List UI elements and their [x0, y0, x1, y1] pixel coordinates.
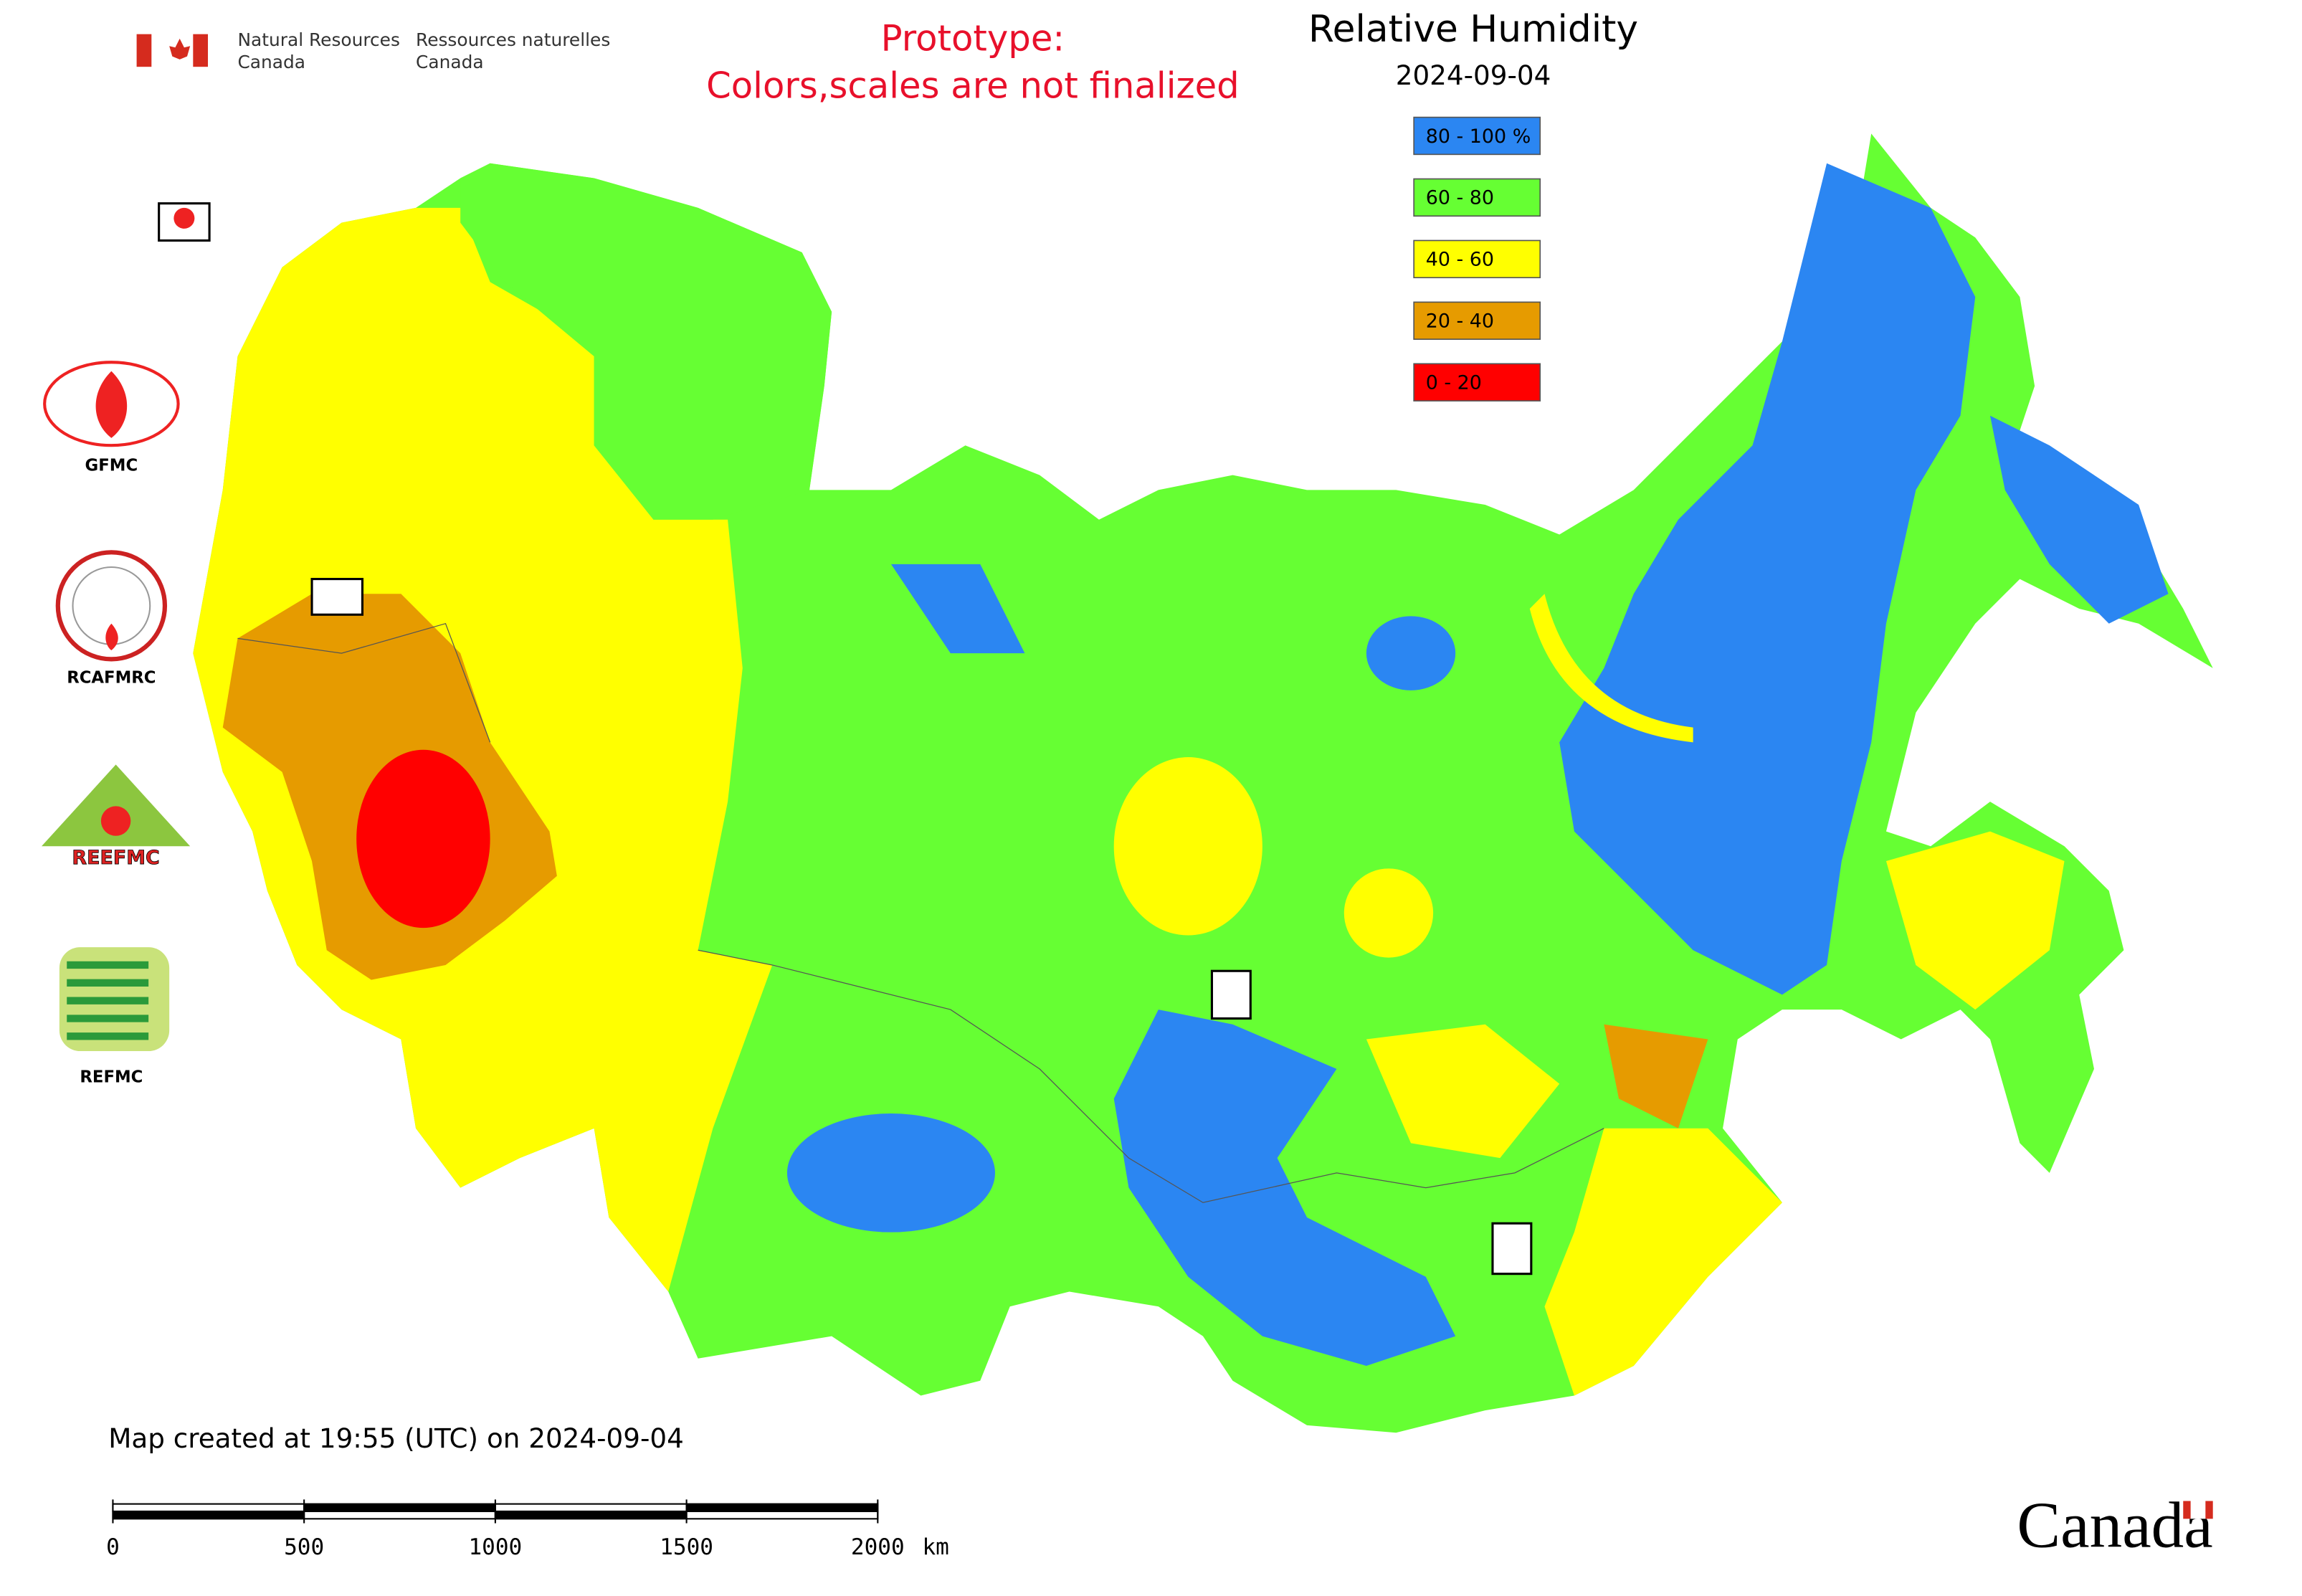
- scale-segment: [112, 1510, 305, 1520]
- scale-tick-label: 0: [106, 1534, 120, 1560]
- scale-unit: km: [922, 1534, 948, 1560]
- scale-segment: [303, 1503, 496, 1513]
- logo-label: REFMC: [80, 1068, 143, 1087]
- logo-icon: [173, 207, 195, 229]
- logo-label: GFMC: [85, 456, 138, 475]
- prototype-notice: Prototype:: [881, 17, 1065, 59]
- legend-date: 2024-09-04: [1396, 60, 1551, 91]
- rcafmrc-logo: [55, 550, 168, 662]
- legend-swatch: [1413, 363, 1541, 402]
- agency-name: Natural Resources: [237, 29, 399, 50]
- wordmark-flag: [2205, 1501, 2213, 1519]
- border-line: [698, 949, 1604, 1203]
- scale-bar: 0 500 1000 1500 2000 km: [106, 1499, 949, 1560]
- logo-marker: [310, 578, 364, 616]
- logos: GFMC RCAFMRC REEFMC REFMC: [42, 202, 1533, 1276]
- logo-wordmark: REEFMC: [72, 847, 159, 869]
- scale-segment: [685, 1503, 879, 1513]
- canada-wordmark: Canada: [2017, 1489, 2212, 1562]
- gfmc-flame: [95, 371, 128, 438]
- prototype-notice: Colors,scales are not finalized: [706, 65, 1240, 107]
- wordmark-flag: [2183, 1501, 2191, 1519]
- logo-marker: [1491, 1222, 1533, 1276]
- zone-green: [460, 163, 832, 520]
- scale-tick-label: 500: [284, 1534, 324, 1560]
- scale-tick-label: 1000: [468, 1534, 522, 1560]
- reefmc-logo: [42, 764, 191, 847]
- logo-marker: [1210, 969, 1252, 1020]
- zone-blue: [1559, 163, 1976, 995]
- rcafmrc-flame: [105, 623, 118, 650]
- legend-swatch: [1413, 239, 1541, 279]
- flag-bar: [193, 34, 209, 67]
- nrcan-signature: Natural Resources Canada Ressources natu…: [136, 29, 610, 72]
- zone-blue: [1366, 616, 1456, 690]
- borders: [237, 622, 1604, 1203]
- zone-blue: [1989, 415, 2169, 624]
- scale-tick-label: 2000: [851, 1534, 905, 1560]
- zone-yellow: [1544, 1128, 1782, 1396]
- gfmc-logo: [43, 361, 180, 447]
- agency-name: Canada: [237, 52, 305, 72]
- scale-segment: [494, 1510, 688, 1520]
- zone-yellow: [1366, 1024, 1560, 1159]
- zone-blue: [786, 1113, 995, 1232]
- legend-label: 80 - 100 %: [1426, 125, 1531, 148]
- maple-leaf: [169, 38, 191, 60]
- legend-swatch: [1413, 116, 1541, 156]
- zone-yellow: [1885, 831, 2065, 1010]
- flag-bar: [136, 34, 152, 67]
- scale-segment: [303, 1510, 496, 1520]
- legend-swatch: [1413, 301, 1541, 340]
- agency-name: Canada: [416, 52, 484, 72]
- legend-swatch: [1413, 178, 1541, 217]
- zone-yellow: [1113, 757, 1262, 936]
- zone-blue: [1113, 1010, 1456, 1367]
- zone-yellow-arc: [1529, 594, 1693, 743]
- legend-title: Relative Humidity: [1308, 8, 1638, 51]
- humidity-zones: [193, 133, 2213, 1433]
- zone-red: [356, 749, 490, 928]
- zone-blue: [890, 564, 1025, 654]
- scale-segment: [494, 1503, 688, 1513]
- refmc-stripes: [67, 961, 149, 1040]
- legend-label: 40 - 60: [1426, 249, 1494, 271]
- scale-tick-label: 1500: [660, 1534, 713, 1560]
- zone-yellow: [1343, 868, 1434, 958]
- reefmc-flame: [100, 806, 131, 836]
- scale-segment: [112, 1503, 305, 1513]
- created-note: Map created at 19:55 (UTC) on 2024-09-04: [108, 1422, 684, 1454]
- legend: 80 - 100 % 60 - 80 40 - 60 20 - 40 0 - 20: [1413, 116, 1541, 402]
- legend-label: 60 - 80: [1426, 187, 1494, 209]
- scale-segment: [685, 1510, 879, 1520]
- legend-label: 0 - 20: [1426, 372, 1482, 394]
- logo-label: RCAFMRC: [67, 669, 156, 688]
- agency-name: Ressources naturelles: [416, 29, 610, 50]
- border-line: [237, 622, 491, 743]
- legend-label: 20 - 40: [1426, 310, 1494, 333]
- zone-orange: [1604, 1024, 1708, 1129]
